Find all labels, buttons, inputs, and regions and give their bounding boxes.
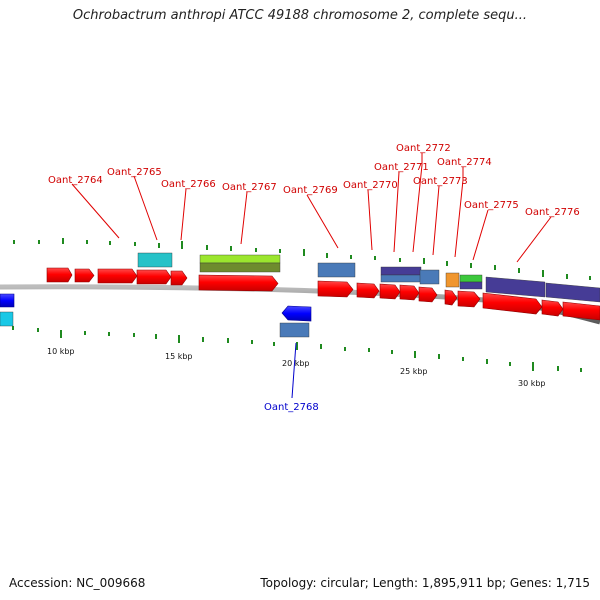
cds-arrow bbox=[444, 289, 458, 306]
gene-label-oant-2772[interactable]: Oant_2772 bbox=[396, 143, 451, 154]
cds-arrow bbox=[0, 293, 15, 308]
cds-arrow bbox=[399, 284, 420, 301]
feature-block-purple bbox=[459, 281, 483, 290]
feature-block-green bbox=[459, 274, 483, 283]
feature-block-steel bbox=[279, 322, 310, 338]
gene-label-oant-2776[interactable]: Oant_2776 bbox=[525, 207, 580, 218]
cds-arrow bbox=[74, 268, 95, 283]
cds-arrow bbox=[356, 282, 380, 299]
genome-stats-text: Topology: circular; Length: 1,895,911 bp… bbox=[260, 576, 590, 590]
gene-label-oant-2774[interactable]: Oant_2774 bbox=[437, 157, 492, 168]
gene-label-oant-2770[interactable]: Oant_2770 bbox=[343, 180, 398, 191]
gene-label-oant-2767[interactable]: Oant_2767 bbox=[222, 182, 277, 193]
gene-label-oant-2765[interactable]: Oant_2765 bbox=[107, 167, 162, 178]
scale-label-20kbp: 20 kbp bbox=[282, 359, 310, 368]
cds-arrow bbox=[418, 286, 438, 303]
label-leaders bbox=[71, 153, 552, 263]
feature-block-olive bbox=[199, 262, 281, 273]
feature-block-steel bbox=[317, 262, 356, 278]
gene-label-oant-2764[interactable]: Oant_2764 bbox=[48, 175, 103, 186]
reverse-strand-cds[interactable] bbox=[0, 293, 312, 322]
feature-block-purple bbox=[485, 276, 546, 298]
gene-label-oant-2773[interactable]: Oant_2773 bbox=[413, 176, 468, 187]
label-leader-reverse bbox=[291, 342, 297, 399]
gene-label-oant-2771[interactable]: Oant_2771 bbox=[374, 162, 429, 173]
cds-arrow bbox=[198, 274, 279, 292]
feature-block-cyan bbox=[137, 252, 173, 268]
gene-label-oant-2769[interactable]: Oant_2769 bbox=[283, 185, 338, 196]
cds-arrow bbox=[281, 305, 312, 322]
feature-block-steel bbox=[419, 269, 440, 285]
cds-arrow bbox=[170, 270, 188, 286]
scale-label-10kbp: 10 kbp bbox=[47, 347, 75, 356]
cds-arrow bbox=[46, 267, 73, 283]
feature-block-purple bbox=[545, 282, 600, 303]
gene-label-oant-2766[interactable]: Oant_2766 bbox=[161, 179, 216, 190]
gene-labels: Oant_2764 Oant_2765 Oant_2766 Oant_2767 … bbox=[48, 143, 580, 413]
cds-arrow bbox=[136, 269, 172, 285]
cds-arrow bbox=[562, 301, 600, 321]
accession-text: Accession: NC_009668 bbox=[9, 576, 146, 590]
feature-block-cyan bbox=[0, 311, 14, 327]
gc-ticks-bottom bbox=[12, 326, 582, 372]
page-title: Ochrobactrum anthropi ATCC 49188 chromos… bbox=[72, 8, 528, 23]
feature-block-steel bbox=[380, 274, 422, 283]
forward-strand-cds[interactable] bbox=[46, 267, 600, 321]
feature-blocks[interactable] bbox=[0, 252, 600, 338]
cds-arrow bbox=[97, 268, 138, 284]
feature-block-lime bbox=[199, 254, 281, 264]
scale-label-25kbp: 25 kbp bbox=[400, 367, 428, 376]
cds-arrow bbox=[317, 280, 354, 298]
feature-block-purple bbox=[380, 266, 422, 276]
scale-label-15kbp: 15 kbp bbox=[165, 352, 193, 361]
cds-arrow bbox=[379, 283, 401, 300]
gc-ticks-top bbox=[13, 238, 591, 280]
feature-block-orange bbox=[445, 272, 460, 288]
cds-arrow bbox=[457, 290, 481, 308]
gene-label-oant-2775[interactable]: Oant_2775 bbox=[464, 200, 519, 211]
cds-arrow bbox=[482, 292, 543, 315]
gene-label-oant-2768[interactable]: Oant_2768 bbox=[264, 402, 319, 413]
cds-arrow bbox=[541, 299, 564, 317]
scale-label-30kbp: 30 kbp bbox=[518, 379, 546, 388]
